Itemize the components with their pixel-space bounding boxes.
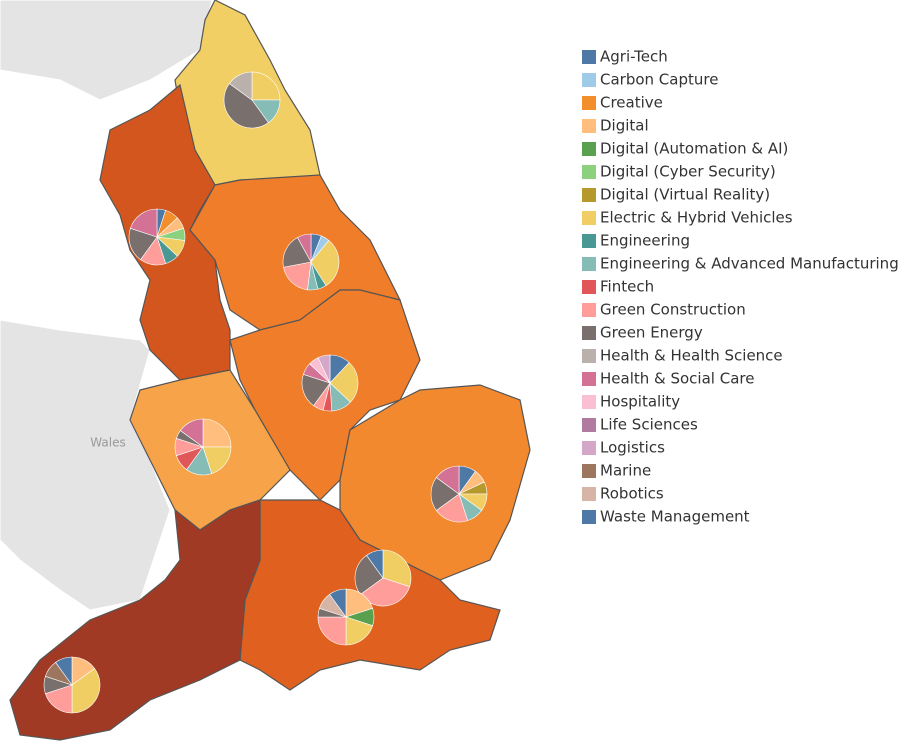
legend-swatch[interactable] <box>582 188 596 202</box>
pie-slice[interactable] <box>55 656 73 686</box>
legend-swatch[interactable] <box>582 487 596 501</box>
map-label: Wales <box>90 436 125 450</box>
legend-swatch[interactable] <box>582 50 596 64</box>
legend-label[interactable]: Fintech <box>600 278 654 296</box>
legend-label[interactable]: Waste Management <box>600 508 750 526</box>
pie-slice[interactable] <box>435 465 460 495</box>
legend-label[interactable]: Robotics <box>600 485 664 503</box>
legend-label[interactable]: Carbon Capture <box>600 71 718 89</box>
legend-label[interactable]: Logistics <box>600 439 665 457</box>
legend-swatch[interactable] <box>582 441 596 455</box>
legend-swatch[interactable] <box>582 326 596 340</box>
legend-swatch[interactable] <box>582 349 596 363</box>
legend-label[interactable]: Agri-Tech <box>600 48 668 66</box>
legend-label[interactable]: Green Construction <box>600 301 746 319</box>
legend-label[interactable]: Engineering <box>600 232 690 250</box>
legend-label[interactable]: Digital (Automation & AI) <box>600 140 788 158</box>
legend-label[interactable]: Health & Social Care <box>600 370 754 388</box>
pie-slice[interactable] <box>310 240 340 287</box>
pie-slice[interactable] <box>366 549 384 579</box>
legend-label[interactable]: Digital (Cyber Security) <box>600 163 776 181</box>
wales <box>0 319 171 611</box>
scotland <box>0 0 213 101</box>
pie-slice[interactable] <box>382 549 412 588</box>
pie-slice[interactable] <box>71 668 101 714</box>
pies <box>43 71 488 714</box>
legend-label[interactable]: Digital (Virtual Reality) <box>600 186 770 204</box>
pie-slice[interactable] <box>297 233 312 263</box>
legend: Agri-Tech Carbon Capture Creative Digital Di… <box>582 48 899 526</box>
pie-slice[interactable] <box>317 616 347 646</box>
pie-slice[interactable] <box>223 83 269 129</box>
legend-swatch[interactable] <box>582 257 596 271</box>
pie-slice[interactable] <box>317 354 331 384</box>
legend-label[interactable]: Marine <box>600 462 651 480</box>
legend-label[interactable]: Electric & Hybrid Vehicles <box>600 209 793 227</box>
pie-slice[interactable] <box>179 418 204 448</box>
legend-swatch[interactable] <box>582 464 596 478</box>
legend-swatch[interactable] <box>582 418 596 432</box>
legend-swatch[interactable] <box>582 234 596 248</box>
pie-slice[interactable] <box>228 71 253 101</box>
legend-swatch[interactable] <box>582 372 596 386</box>
pie-slice[interactable] <box>251 71 281 101</box>
legend-swatch[interactable] <box>582 142 596 156</box>
legend-swatch[interactable] <box>582 119 596 133</box>
legend-label[interactable]: Engineering & Advanced Manufacturing <box>600 255 899 273</box>
legend-label[interactable]: Health & Health Science <box>600 347 783 365</box>
legend-label[interactable]: Life Sciences <box>600 416 698 434</box>
legend-swatch[interactable] <box>582 73 596 87</box>
legend-swatch[interactable] <box>582 96 596 110</box>
legend-label[interactable]: Digital <box>600 117 649 135</box>
legend-label[interactable]: Creative <box>600 94 663 112</box>
legend-swatch[interactable] <box>582 211 596 225</box>
pie-slice[interactable] <box>329 588 347 618</box>
pie-slice[interactable] <box>202 418 232 448</box>
legend-swatch[interactable] <box>582 165 596 179</box>
pie-slice[interactable] <box>129 208 158 238</box>
legend-swatch[interactable] <box>582 395 596 409</box>
legend-swatch[interactable] <box>582 303 596 317</box>
legend-swatch[interactable] <box>582 510 596 524</box>
legend-label[interactable]: Green Energy <box>600 324 703 342</box>
legend-label[interactable]: Hospitality <box>600 393 680 411</box>
pie-slice[interactable] <box>329 362 359 403</box>
legend-swatch[interactable] <box>582 280 596 294</box>
